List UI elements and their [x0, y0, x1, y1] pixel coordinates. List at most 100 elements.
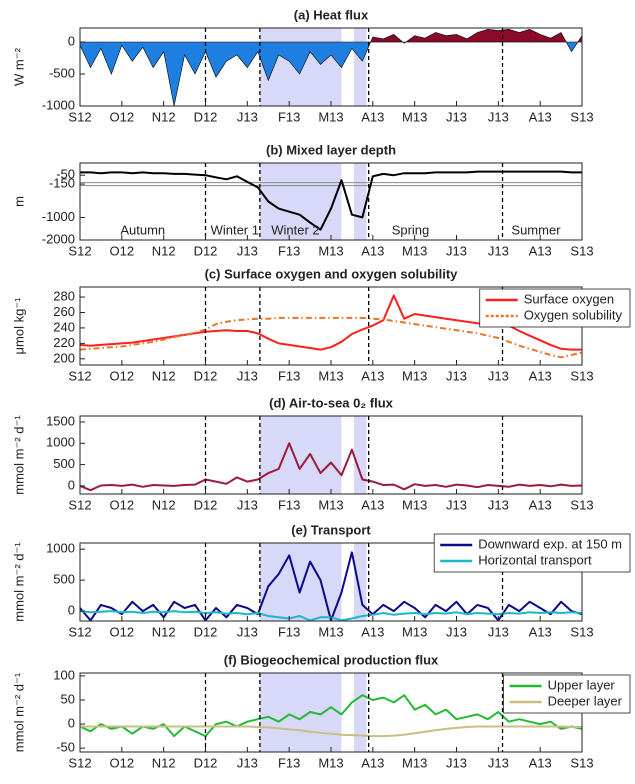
- x-tick-label: M13: [402, 497, 427, 512]
- x-tick-label: A13: [361, 368, 384, 383]
- x-tick-label: J13: [237, 368, 258, 383]
- x-tick-label: S13: [570, 368, 593, 383]
- y-tick-label: 100: [53, 667, 75, 682]
- legend-box: [433, 533, 631, 573]
- y-tick-label: -2000: [42, 231, 75, 246]
- y-tick-label: 1500: [46, 413, 75, 428]
- y-tick-label: 220: [53, 335, 75, 350]
- y-tick-label: -1000: [42, 209, 75, 224]
- period-shade: [259, 416, 342, 494]
- y-tick-label: 240: [53, 319, 75, 334]
- series-line: [80, 170, 582, 231]
- x-tick-label: A13: [361, 497, 384, 512]
- x-tick-label: D12: [194, 755, 218, 770]
- x-tick-label: S13: [570, 109, 593, 124]
- x-tick-label: M13: [318, 624, 343, 639]
- x-tick-label: J13: [488, 624, 509, 639]
- x-tick-label: J13: [488, 368, 509, 383]
- x-tick-label: J13: [446, 109, 467, 124]
- x-tick-label: J13: [446, 755, 467, 770]
- x-tick-label: O12: [110, 243, 135, 258]
- y-tick-label: -50: [56, 740, 75, 755]
- y-axis-label: mmol m⁻² d⁻¹: [11, 415, 26, 495]
- x-tick-label: A13: [361, 755, 384, 770]
- y-tick-label: -500: [49, 65, 75, 80]
- x-tick-label: A13: [529, 497, 552, 512]
- x-tick-label: A13: [529, 368, 552, 383]
- period-shade: [354, 416, 367, 494]
- x-tick-label: S12: [68, 624, 91, 639]
- x-tick-label: A13: [361, 109, 384, 124]
- season-label: Autumn: [120, 222, 165, 237]
- y-axis-label: W m⁻²: [11, 47, 26, 86]
- y-tick-label: 500: [53, 456, 75, 471]
- x-tick-label: D12: [194, 243, 218, 258]
- series-line: [80, 694, 582, 738]
- plot-area: [80, 673, 582, 752]
- x-tick-label: O12: [110, 755, 135, 770]
- x-tick-label: J13: [446, 243, 467, 258]
- y-axis-label: m: [11, 196, 26, 207]
- x-tick-label: D12: [194, 109, 218, 124]
- y-tick-label: -50: [56, 167, 75, 182]
- x-tick-label: S12: [68, 497, 91, 512]
- x-tick-label: S12: [68, 109, 91, 124]
- x-tick-label: F13: [278, 755, 300, 770]
- series-line: [80, 316, 582, 359]
- x-tick-label: F13: [278, 624, 300, 639]
- x-tick-label: J13: [237, 624, 258, 639]
- x-tick-label: F13: [278, 497, 300, 512]
- legend-label: Downward exp. at 150 m: [478, 536, 622, 551]
- x-tick-label: N12: [152, 243, 176, 258]
- x-tick-label: J13: [488, 109, 509, 124]
- chart-title: (a) Heat flux: [294, 7, 369, 22]
- x-tick-label: D12: [194, 368, 218, 383]
- x-tick-label: M13: [402, 624, 427, 639]
- x-tick-label: N12: [152, 368, 176, 383]
- x-tick-label: N12: [152, 497, 176, 512]
- x-tick-label: N12: [152, 755, 176, 770]
- y-tick-label: -150: [49, 176, 75, 191]
- x-tick-label: J13: [488, 755, 509, 770]
- x-tick-label: M13: [318, 368, 343, 383]
- y-axis-label: μmol kg⁻¹: [11, 297, 26, 355]
- x-tick-label: M13: [318, 243, 343, 258]
- x-tick-label: M13: [402, 243, 427, 258]
- legend-label: Upper layer: [548, 677, 616, 692]
- season-label: Summer: [511, 222, 561, 237]
- y-tick-label: -1000: [42, 97, 75, 112]
- x-tick-label: A13: [529, 755, 552, 770]
- y-tick-label: 260: [53, 304, 75, 319]
- x-tick-label: M13: [402, 368, 427, 383]
- series-line: [80, 442, 582, 492]
- x-tick-label: F13: [278, 243, 300, 258]
- x-tick-label: S13: [570, 243, 593, 258]
- x-tick-label: J13: [446, 368, 467, 383]
- season-label: Winter 1: [211, 222, 259, 237]
- legend-label: Surface oxygen: [524, 291, 614, 306]
- x-tick-label: N12: [152, 109, 176, 124]
- season-label: Winter 2: [271, 222, 319, 237]
- x-tick-label: A13: [361, 624, 384, 639]
- area-part: [80, 42, 582, 106]
- plot-area: [80, 416, 582, 494]
- x-tick-label: F13: [278, 368, 300, 383]
- period-shade: [354, 163, 367, 240]
- x-tick-label: S13: [570, 624, 593, 639]
- x-tick-label: S12: [68, 368, 91, 383]
- area: [80, 28, 582, 43]
- legend-box: [503, 674, 631, 714]
- x-tick-label: J13: [446, 497, 467, 512]
- x-tick-label: S13: [570, 755, 593, 770]
- x-tick-label: S13: [570, 497, 593, 512]
- x-tick-label: J13: [237, 243, 258, 258]
- plot-area: [80, 163, 582, 240]
- chart-title: (c) Surface oxygen and oxygen solubility: [205, 266, 459, 281]
- y-tick-label: 500: [53, 572, 75, 587]
- season-label: Spring: [392, 222, 430, 237]
- series-line: [80, 725, 582, 738]
- y-tick-label: 0: [68, 715, 75, 730]
- x-tick-label: A13: [529, 243, 552, 258]
- x-tick-label: J13: [488, 497, 509, 512]
